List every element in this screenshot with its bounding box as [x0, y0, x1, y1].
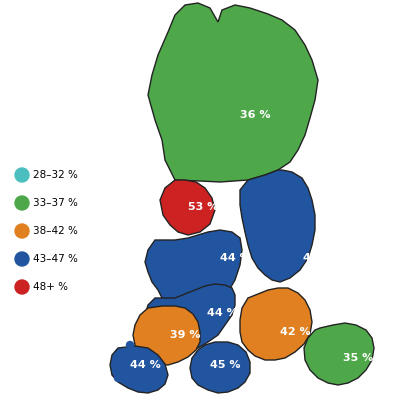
Text: 44 %: 44 % [207, 308, 237, 318]
Text: 48+ %: 48+ % [33, 282, 68, 292]
Circle shape [15, 252, 29, 266]
Circle shape [122, 348, 128, 356]
Polygon shape [240, 288, 312, 360]
Circle shape [15, 168, 29, 182]
Text: 38–42 %: 38–42 % [33, 226, 78, 236]
Text: 44 %: 44 % [220, 253, 250, 263]
Polygon shape [133, 306, 200, 365]
Circle shape [122, 362, 128, 368]
Polygon shape [160, 180, 215, 235]
Text: 45 %: 45 % [210, 360, 240, 370]
Circle shape [15, 196, 29, 210]
Polygon shape [145, 284, 235, 354]
Polygon shape [304, 323, 374, 385]
Text: 39 %: 39 % [170, 330, 200, 340]
Text: 43–47 %: 43–47 % [33, 254, 78, 264]
Polygon shape [145, 230, 242, 310]
Text: 28–32 %: 28–32 % [33, 170, 78, 180]
Text: 33–37 %: 33–37 % [33, 198, 78, 208]
Polygon shape [110, 346, 168, 393]
Text: 53 %: 53 % [188, 202, 218, 212]
Circle shape [118, 368, 126, 376]
Polygon shape [190, 342, 250, 393]
Text: 36 %: 36 % [240, 110, 270, 120]
Circle shape [114, 374, 122, 382]
Circle shape [126, 342, 134, 348]
Circle shape [124, 354, 132, 362]
Text: 35 %: 35 % [343, 353, 373, 363]
Polygon shape [240, 170, 315, 282]
Text: 45 %: 45 % [303, 253, 333, 263]
Polygon shape [148, 3, 318, 182]
Text: 44 %: 44 % [130, 360, 160, 370]
Circle shape [15, 224, 29, 238]
Circle shape [15, 280, 29, 294]
Circle shape [112, 362, 120, 368]
Circle shape [116, 354, 124, 362]
Text: 42 %: 42 % [280, 327, 310, 337]
